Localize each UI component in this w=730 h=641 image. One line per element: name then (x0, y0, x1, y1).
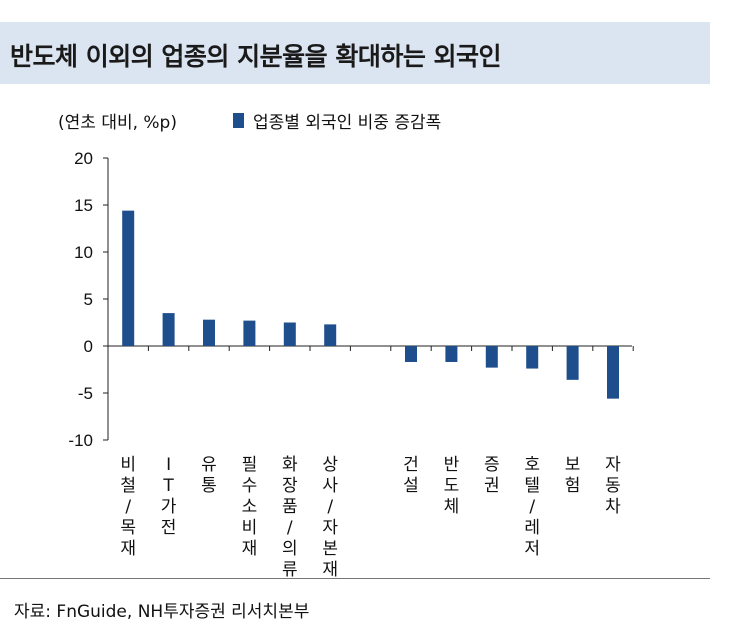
bar (122, 210, 135, 346)
bar (607, 346, 619, 399)
legend-swatch (233, 113, 244, 128)
title-bar: 반도체 이외의 업종의 지분율을 확대하는 외국인 (0, 22, 710, 84)
bar (405, 346, 417, 362)
bottom-rule (0, 578, 710, 579)
y-unit-label: (연초 대비, %p) (58, 113, 177, 133)
legend: 업종별 외국인 비중 증감폭 (233, 108, 441, 133)
axes: 20 15 10 5 0 -5 -10 (68, 149, 634, 450)
y-tick-label: -5 (78, 384, 93, 403)
x-labels: 비 철 / 목 재 I T 가 전 유 통 필 수 소 비 재 화 장 품 / 의 류 상 사 / 자 본 재 건 설 반 도 체 증 권 호 텔 / 레 저… (120, 455, 621, 578)
x-tick-label: 상 사 / 자 본 재 (322, 455, 338, 578)
bar (485, 346, 498, 368)
legend-label: 업종별 외국인 비중 증감폭 (253, 113, 442, 133)
x-tick-label: 화 장 품 / 의 류 (282, 455, 298, 578)
y-tick-label: 5 (84, 290, 93, 309)
bar (162, 313, 175, 346)
bar (324, 324, 337, 346)
bars (122, 210, 619, 399)
bar (566, 346, 579, 380)
y-tick-label: 20 (74, 149, 93, 168)
y-tick-label: 10 (74, 243, 93, 262)
bar-chart: 20 15 10 5 0 -5 -10 비 철 / 목 재 I T 가 전 유 통 필 수 소 비 재 화 장 품 / 의 류 상 사 / 자… (68, 149, 634, 578)
y-tick-label: -10 (68, 431, 93, 450)
y-tick-label: 0 (84, 337, 93, 356)
bar (283, 322, 296, 346)
bar (445, 346, 458, 362)
bar (203, 319, 215, 346)
bar (526, 346, 539, 369)
y-tick-label: 15 (74, 196, 93, 215)
x-tick-label: 비 철 / 목 재 (120, 455, 136, 559)
bar (243, 320, 256, 346)
source-note: 자료: FnGuide, NH투자증권 리서치본부 (14, 602, 310, 622)
chart-title: 반도체 이외의 업종의 지분율을 확대하는 외국인 (10, 42, 502, 71)
x-tick-label: 호 텔 / 레 저 (524, 455, 540, 559)
